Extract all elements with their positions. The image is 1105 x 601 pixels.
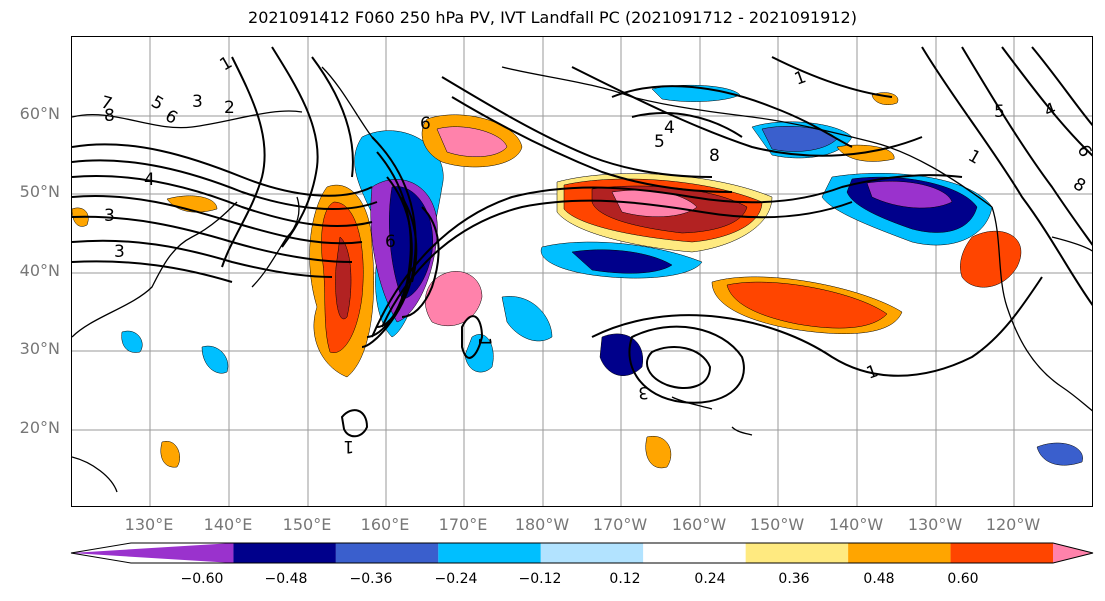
shading-darkred-japan (335, 236, 352, 320)
lat-label-50n: 50°N (19, 182, 60, 201)
contour-label: 2 (224, 98, 235, 118)
lon-label-140e: 140°E (203, 515, 253, 534)
colorbar-tick: 0.24 (694, 571, 726, 587)
contour-label: 1 (474, 337, 494, 348)
contour-label: 6 (162, 106, 181, 129)
shading-red-lowband (726, 281, 888, 329)
shading-purple-hawaii (599, 333, 644, 376)
colorbar-tick: 0.60 (947, 571, 979, 587)
contour-label: 5 (994, 102, 1005, 122)
colorbar-segment (950, 543, 1053, 563)
shading-blue-ak2 (651, 84, 741, 102)
lat-label-60n: 60°N (19, 104, 60, 123)
shading-blue-w (121, 330, 143, 353)
contour-label: 8 (104, 106, 115, 126)
colorbar-segment (438, 543, 541, 563)
colorbar-segment (540, 543, 644, 563)
colorbar-segment (71, 543, 234, 563)
lon-label-180w: 180°W (514, 515, 570, 534)
lat-label-40n: 40°N (19, 261, 60, 280)
shading-blue-sw (201, 345, 229, 374)
colorbar-tick: −0.12 (518, 571, 562, 587)
colorbar-segment (1053, 543, 1093, 563)
colorbar-tick: −0.48 (264, 571, 308, 587)
shading-red-ca (960, 230, 1022, 288)
contour-label: 8 (1070, 174, 1089, 197)
colorbar-tick: −0.60 (180, 571, 224, 587)
lon-label-130e: 130°E (124, 515, 174, 534)
lon-label-160w: 160°W (671, 515, 727, 534)
shading-blue-mid2 (501, 296, 553, 342)
contour-label: 1 (965, 146, 984, 169)
coastlines (72, 66, 1092, 493)
contour-label: 1 (792, 67, 809, 89)
contour-label: 1 (217, 53, 236, 76)
contour-label: 7 (99, 93, 115, 115)
colorbar-segment (745, 543, 849, 563)
shading-purple-nepac (866, 180, 953, 209)
pv-contours (72, 46, 1092, 438)
lon-label-160e: 160°E (360, 515, 410, 534)
colorbar-tick: 0.48 (863, 571, 895, 587)
pv-shading (72, 84, 1083, 469)
contour-label: 1 (864, 361, 881, 383)
contour-label: 4 (144, 170, 155, 190)
colorbar-tick: −0.36 (349, 571, 393, 587)
contour-label: 3 (104, 206, 115, 226)
colorbar-segment (848, 543, 951, 563)
lon-label-150e: 150°E (282, 515, 332, 534)
lon-label-140w: 140°W (828, 515, 884, 534)
contour-label: 3 (114, 242, 125, 262)
contour-label: 4 (1042, 99, 1059, 121)
lon-label-150w: 150°W (749, 515, 805, 534)
pv-ivt-map: 1 2 3 5 6 7 8 4 6 5 4 8 1 3 6 1 4 5 8 1 … (72, 37, 1093, 506)
colorbar-segment (335, 543, 439, 563)
shading-blue-center (464, 334, 494, 373)
colorbar-tick: −0.24 (434, 571, 478, 587)
shading-orange-hawaii (645, 435, 672, 469)
contour-label: 3 (192, 92, 203, 112)
shading-pink-bering (436, 126, 508, 157)
contour-label: 6 (420, 114, 431, 134)
contour-label: 4 (664, 118, 675, 138)
contour-label: 1 (343, 436, 354, 456)
contour-label: 3 (638, 382, 649, 402)
shading-blue-se (1036, 442, 1083, 466)
contour-label: 6 (1073, 142, 1093, 161)
colorbar-tick: 0.36 (778, 571, 810, 587)
lon-label-120w: 120°W (985, 515, 1041, 534)
contour-label: 8 (709, 146, 720, 166)
map-panel: 1 2 3 5 6 7 8 4 6 5 4 8 1 3 6 1 4 5 8 1 … (71, 36, 1093, 507)
lon-label-170w: 170°W (592, 515, 648, 534)
colorbar-segments (71, 543, 1093, 563)
lat-label-20n: 20°N (19, 418, 60, 437)
shading-navy-negmid (571, 249, 673, 274)
lon-label-130w: 130°W (907, 515, 963, 534)
colorbar-outline (70, 542, 1094, 564)
graticule (72, 37, 1092, 506)
lat-label-30n: 30°N (19, 339, 60, 358)
shading-orange-w (160, 440, 180, 468)
contour-label: 6 (385, 232, 396, 252)
colorbar-tick: 0.12 (609, 571, 641, 587)
colorbar-segment (233, 543, 336, 563)
lon-label-170e: 170°E (438, 515, 488, 534)
colorbar-segment (643, 543, 746, 563)
map-title: 2021091412 F060 250 hPa PV, IVT Landfall… (248, 8, 857, 27)
contour-label: 5 (654, 132, 665, 152)
